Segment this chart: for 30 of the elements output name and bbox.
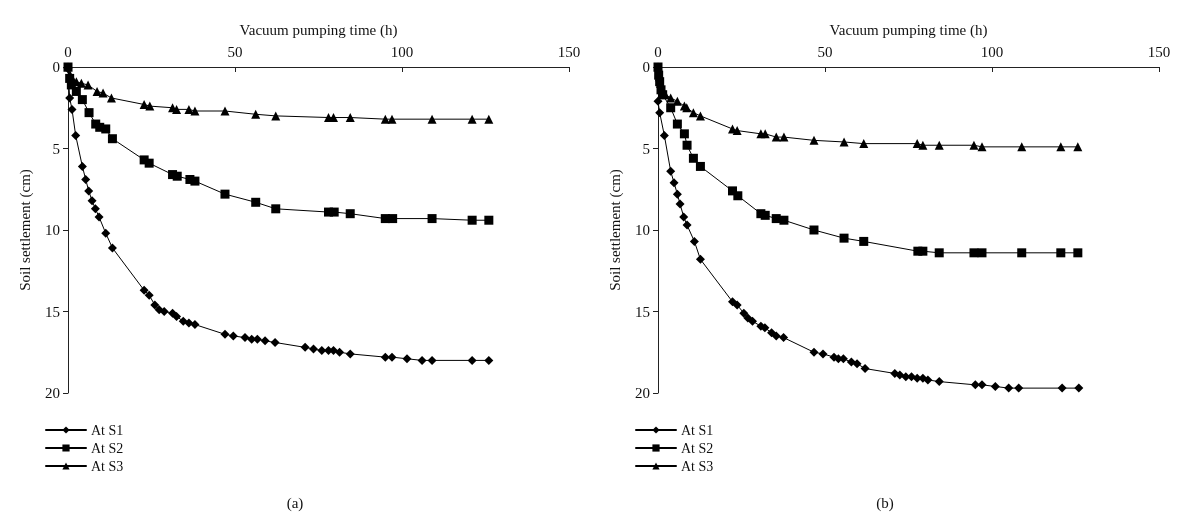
x-tick-label: 100 — [390, 43, 414, 60]
y-axis-title: Soil settlement (cm) — [16, 169, 34, 291]
y-axis-title: Soil settlement (cm) — [606, 169, 624, 291]
y-tick-label: 5 — [642, 140, 650, 157]
x-axis-title: Vacuum pumping time (h) — [829, 21, 988, 39]
text: (a) — [286, 494, 304, 512]
y-tick-label: 0 — [642, 59, 650, 75]
legend-label: At S3 — [91, 458, 124, 474]
y-tick-label: 15 — [635, 303, 650, 320]
y-tick-label: 15 — [45, 303, 60, 320]
y-tick-label: 20 — [45, 385, 60, 401]
legend-label: At S2 — [681, 440, 714, 456]
legend-label: At S2 — [91, 440, 124, 456]
y-tick-label: 5 — [52, 140, 60, 157]
x-tick-label: 0 — [64, 43, 72, 60]
legend-label: At S3 — [681, 458, 714, 474]
x-axis-title: Vacuum pumping time (h) — [239, 21, 398, 39]
y-tick-label: 0 — [52, 59, 60, 75]
x-tick-label: 0 — [654, 43, 662, 60]
x-tick-label: 150 — [557, 43, 581, 60]
legend-label: At S1 — [91, 422, 124, 438]
x-tick-label: 100 — [980, 43, 1004, 60]
legend-label: At S1 — [681, 422, 714, 438]
y-tick-label: 20 — [635, 385, 650, 401]
x-tick-label: 50 — [227, 43, 243, 60]
text: (b) — [876, 494, 894, 512]
x-tick-label: 50 — [817, 43, 833, 60]
y-tick-label: 10 — [635, 222, 650, 238]
x-tick-label: 150 — [1147, 43, 1171, 60]
y-tick-label: 10 — [45, 222, 60, 238]
